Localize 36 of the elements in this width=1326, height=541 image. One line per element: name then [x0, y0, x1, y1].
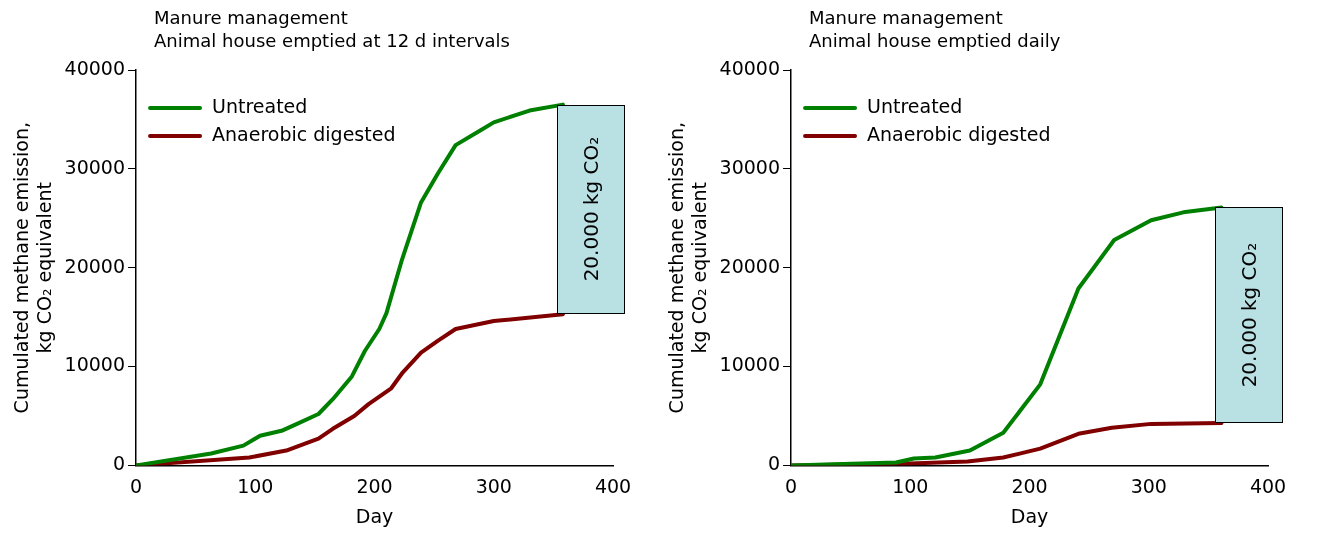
x-tick-label: 300 [1130, 474, 1167, 497]
legend-label: Anaerobic digested [867, 122, 1051, 145]
x-tick-label: 200 [1011, 474, 1048, 497]
x-axis-title: Day [1010, 504, 1049, 527]
legend-label: Anaerobic digested [212, 122, 396, 145]
x-tick-label: 300 [475, 474, 512, 497]
chart-title: Manure management [154, 6, 348, 28]
x-tick-label: 0 [784, 474, 798, 497]
legend-label: Untreated [212, 94, 308, 117]
y-tick-label: 0 [767, 452, 781, 475]
chart-title: Manure management [809, 6, 1003, 28]
y-tick-label: 40000 [719, 56, 781, 79]
y-tick-label: 30000 [719, 155, 781, 178]
legend-label: Untreated [867, 94, 963, 117]
x-tick-label: 100 [237, 474, 274, 497]
label-box: 20.000 kg CO₂ [556, 104, 625, 315]
x-tick-label: 100 [892, 474, 929, 497]
y-tick-label: 10000 [64, 353, 126, 376]
y-axis-title: Cumulated methane emission, kg CO₂ equivalent [665, 122, 711, 414]
y-tick-label: 30000 [64, 155, 126, 178]
x-tick-label: 0 [130, 474, 143, 497]
label-box: 20.000 kg CO₂ [1215, 207, 1284, 423]
y-tick-label: 20000 [64, 254, 126, 277]
y-tick-label: 10000 [719, 353, 781, 376]
y-tick-label: 20000 [719, 254, 781, 277]
y-axis-title: Cumulated methane emission, kg CO₂ equivalent [10, 122, 56, 414]
y-tick-label: 0 [112, 452, 126, 475]
annotation: 20.000 kg CO₂ [1237, 242, 1262, 388]
x-tick-label: 400 [594, 474, 632, 497]
x-tick-label: 200 [356, 474, 393, 497]
x-tick-label: 400 [1249, 474, 1287, 497]
y-tick-label: 40000 [64, 56, 126, 79]
chart-subtitle: Animal house emptied daily [809, 29, 1061, 51]
chart-subtitle: Animal house emptied at 12 d intervals [154, 29, 510, 51]
annotation: 20.000 kg CO₂ [578, 137, 603, 282]
x-axis-title: Day [355, 504, 394, 527]
